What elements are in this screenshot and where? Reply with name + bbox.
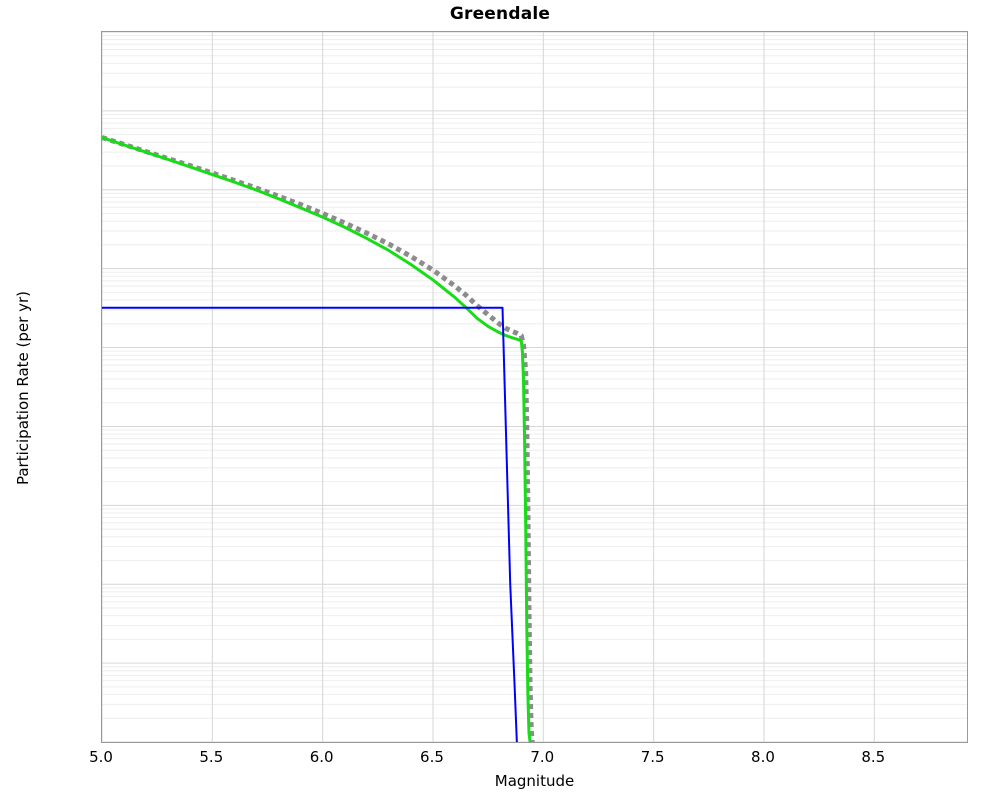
x-tick-label: 8.0: [751, 748, 775, 766]
chart-title: Greendale: [449, 4, 551, 24]
major-gridlines: [102, 32, 967, 742]
x-tick-label: 7.5: [640, 748, 665, 766]
gray-dotted-curve: [102, 135, 535, 742]
x-tick-label: 5.0: [89, 748, 113, 766]
blue-capped-curve: [102, 306, 518, 742]
x-tick-label: 6.5: [420, 748, 444, 766]
x-tick-label: 5.5: [199, 748, 224, 766]
x-axis-label: Magnitude: [494, 772, 575, 790]
x-tick-label: 6.0: [309, 748, 334, 766]
plot-svg: [102, 32, 967, 742]
x-tick-label: 8.5: [861, 748, 886, 766]
y-axis-label: Participation Rate (per yr): [14, 291, 32, 486]
minor-gridlines: [102, 35, 967, 719]
data-series-layer: [102, 135, 535, 742]
x-tick-label: 7.0: [530, 748, 555, 766]
green-solid-curve: [102, 135, 532, 742]
plot-area: [101, 31, 968, 743]
